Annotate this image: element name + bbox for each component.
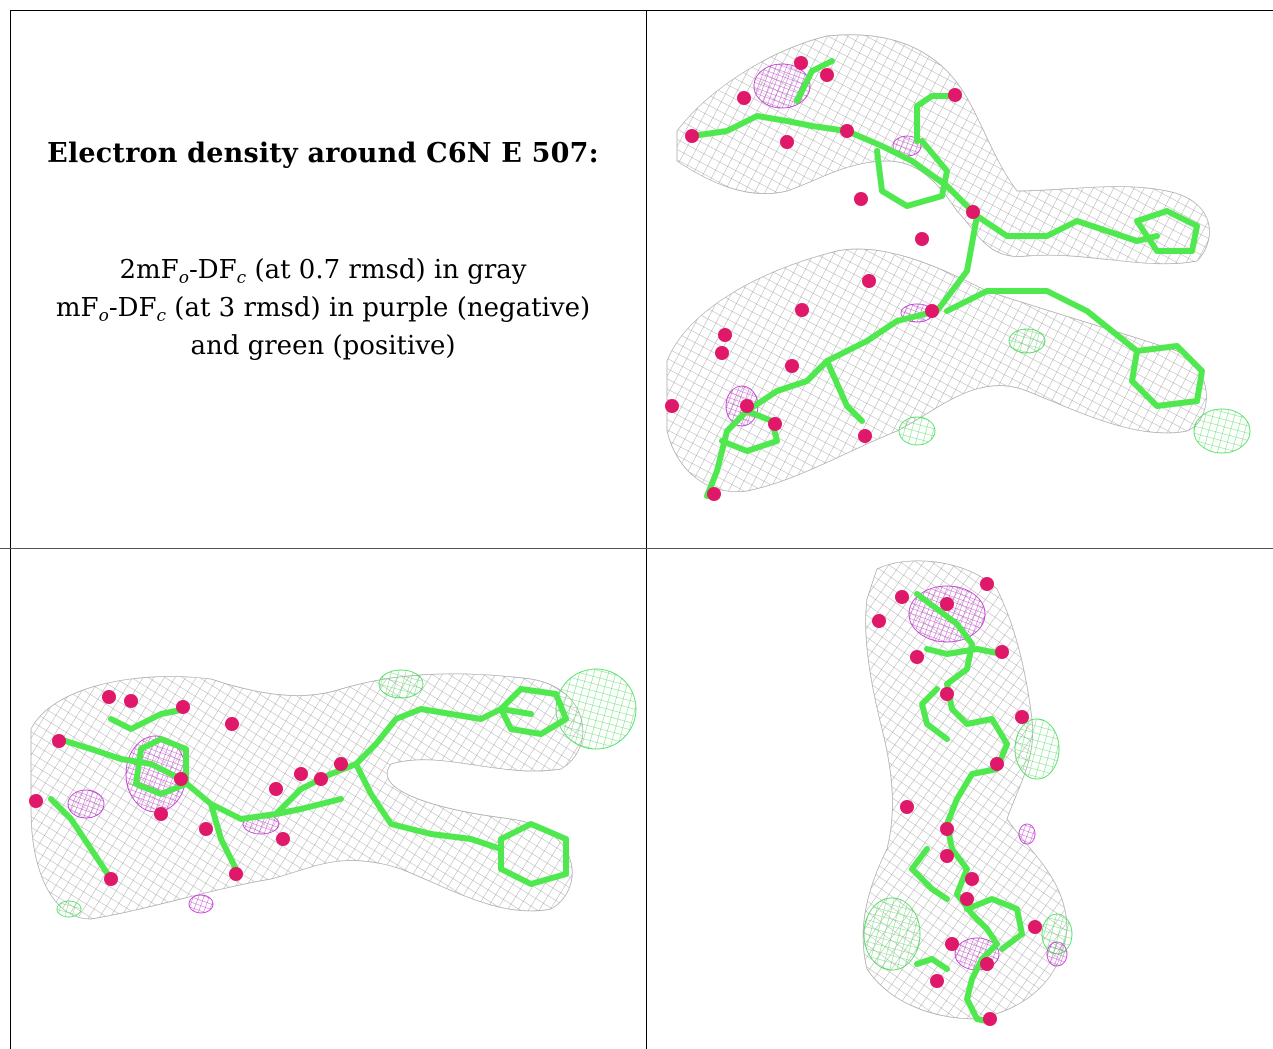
molecule-bonds	[909, 591, 1025, 1024]
density-mesh-positive	[1014, 718, 1060, 780]
density-mesh-negative	[67, 789, 105, 819]
density-mesh-gray	[666, 248, 1207, 492]
density-mesh-positive	[378, 669, 424, 699]
density-render-2	[29, 668, 637, 920]
density-mesh-negative	[1018, 823, 1036, 845]
table-left-border	[10, 10, 11, 1049]
molecule-view-2	[11, 549, 646, 1049]
molecule-bonds	[48, 686, 569, 887]
density-render-1	[665, 34, 1251, 501]
density-mesh-positive	[1193, 408, 1251, 454]
table-middle-rule	[0, 548, 1273, 549]
density-mesh-positive	[898, 416, 936, 446]
density-render-3	[862, 560, 1073, 1026]
density-mesh-positive	[1008, 328, 1046, 354]
molecule-view-3	[647, 549, 1273, 1049]
caption-line-colors: and green (positive)	[190, 331, 456, 361]
density-mesh-positive	[1041, 913, 1073, 955]
density-mesh-positive	[56, 900, 82, 918]
molecule-view-1	[647, 11, 1273, 548]
density-mesh-gray	[30, 673, 584, 920]
table-center-divider	[646, 10, 647, 1049]
table-top-border	[10, 10, 1273, 11]
density-mesh-positive	[863, 897, 921, 971]
oxygen-atoms	[29, 690, 348, 886]
caption-line-fofc: mFo-DFc (at 3 rmsd) in purple (negative)	[55, 293, 591, 326]
molecule-bonds	[689, 58, 1205, 499]
density-mesh-negative	[188, 894, 214, 914]
caption-line-2fofc: 2mFo-DFc (at 0.7 rmsd) in gray	[119, 255, 527, 288]
caption-description: 2mFo-DFc (at 0.7 rmsd) in gray mFo-DFc (…	[11, 251, 646, 365]
caption-title: Electron density around C6N E 507:	[47, 138, 599, 169]
oxygen-atoms	[665, 56, 980, 501]
oxygen-atoms	[872, 577, 1042, 1026]
density-mesh-positive	[555, 668, 637, 750]
caption-cell: Electron density around C6N E 507: 2mFo-…	[11, 11, 646, 548]
density-mesh-gray	[676, 34, 1210, 265]
